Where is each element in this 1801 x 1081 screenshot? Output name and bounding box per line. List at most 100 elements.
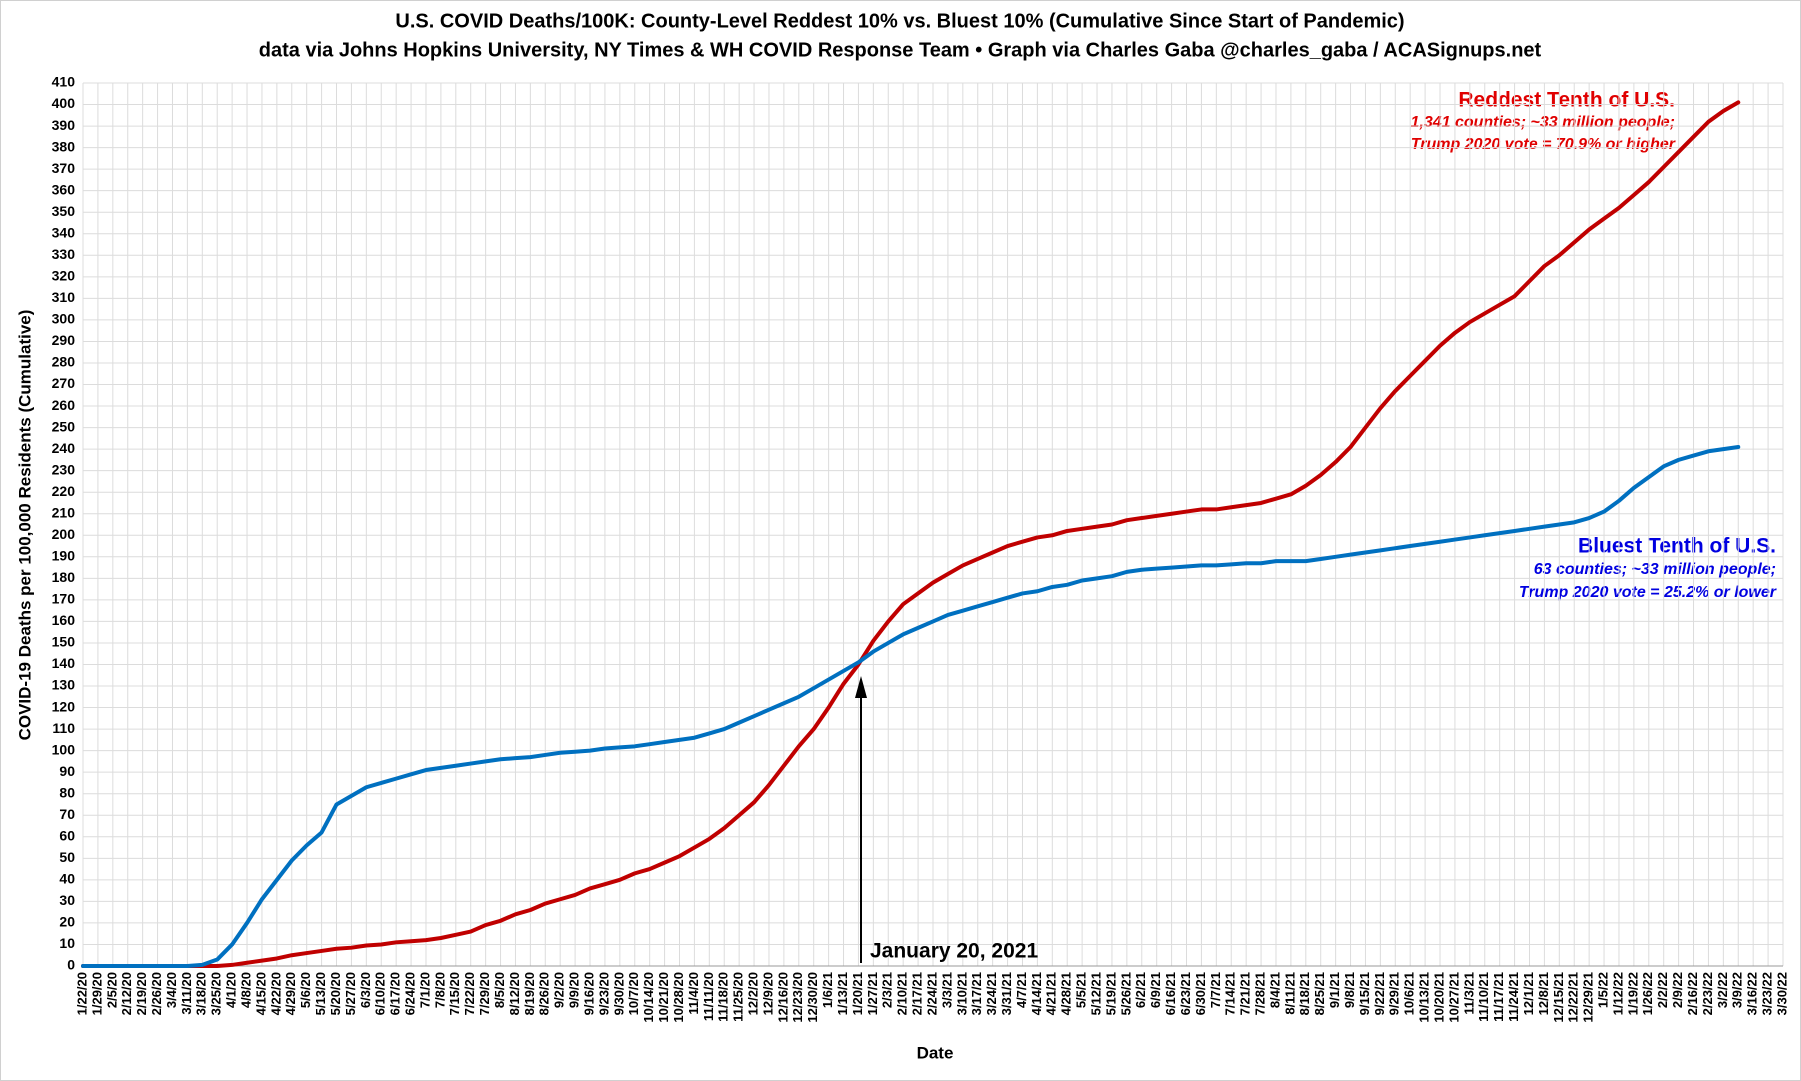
x-tick-label: 7/15/20	[447, 972, 462, 1015]
y-tick-label: 70	[59, 806, 75, 822]
x-tick-label: 11/25/20	[731, 972, 746, 1022]
x-tick-label: 7/8/20	[432, 972, 447, 1008]
y-tick-label: 390	[52, 117, 76, 133]
x-tick-label: 11/17/21	[1491, 972, 1506, 1022]
x-tick-label: 12/23/20	[790, 972, 805, 1023]
x-tick-label: 9/8/21	[1342, 972, 1357, 1008]
x-tick-label: 9/9/20	[567, 972, 582, 1008]
y-tick-label: 190	[52, 548, 76, 564]
y-tick-label: 210	[52, 504, 76, 520]
y-tick-label: 120	[52, 698, 76, 714]
x-tick-label: 7/21/21	[1238, 972, 1253, 1015]
series-line	[81, 100, 1741, 968]
x-tick-label: 12/2/20	[745, 972, 760, 1015]
x-tick-label: 9/29/21	[1387, 972, 1402, 1015]
x-tick-label: 12/15/21	[1551, 972, 1566, 1023]
x-tick-label: 7/1/20	[417, 972, 432, 1008]
y-tick-label: 280	[52, 354, 76, 370]
x-tick-label: 2/3/21	[880, 972, 895, 1008]
x-tick-label: 3/16/22	[1745, 972, 1760, 1015]
x-tick-label: 3/25/20	[209, 972, 224, 1015]
x-tick-label: 12/22/21	[1566, 972, 1581, 1023]
x-tick-label: 5/12/21	[1088, 972, 1103, 1015]
y-tick-label: 320	[52, 268, 76, 284]
x-tick-label: 5/13/20	[313, 972, 328, 1015]
x-tick-label: 2/17/21	[910, 972, 925, 1015]
red-note: Trump 2020 vote = 70.9% or higher	[1411, 136, 1676, 153]
x-tick-label: 9/30/20	[611, 972, 626, 1015]
x-tick-label: 2/2/22	[1655, 972, 1670, 1008]
x-tick-label: 3/3/21	[939, 972, 954, 1008]
x-tick-label: 10/21/20	[656, 972, 671, 1023]
x-tick-label: 10/27/21	[1446, 972, 1461, 1023]
x-tick-label: 12/16/20	[775, 972, 790, 1023]
x-tick-label: 3/2/22	[1715, 972, 1730, 1008]
chart-title: U.S. COVID Deaths/100K: County-Level Red…	[395, 10, 1404, 32]
x-tick-label: 6/16/21	[1163, 972, 1178, 1015]
series-line	[81, 444, 1741, 968]
x-tick-label: 7/28/21	[1253, 972, 1268, 1015]
y-axis-label: COVID-19 Deaths per 100,000 Residents (C…	[15, 310, 34, 741]
x-tick-label: 5/6/20	[298, 972, 313, 1008]
x-tick-label: 2/16/22	[1685, 972, 1700, 1015]
y-tick-label: 200	[52, 526, 76, 542]
y-tick-label: 0	[67, 957, 75, 973]
x-tick-label: 11/18/20	[716, 972, 731, 1022]
x-axis-label: Date	[917, 1043, 954, 1062]
x-tick-label: 11/10/21	[1476, 972, 1491, 1022]
x-tick-label: 4/7/21	[1014, 972, 1029, 1008]
y-tick-label: 60	[59, 827, 75, 843]
x-tick-label: 5/20/20	[328, 972, 343, 1015]
x-tick-label: 3/17/21	[969, 972, 984, 1015]
x-tick-label: 10/13/21	[1417, 972, 1432, 1023]
red-label: Reddest Tenth of U.S.	[1458, 89, 1675, 112]
x-tick-label: 4/21/21	[1044, 972, 1059, 1015]
x-tick-label: 12/30/20	[805, 972, 820, 1023]
arrow-label: January 20, 2021	[870, 940, 1038, 963]
x-tick-label: 3/4/20	[164, 972, 179, 1008]
x-tick-label: 7/7/21	[1208, 972, 1223, 1008]
x-tick-label: 8/25/21	[1312, 972, 1327, 1015]
x-tick-label: 12/8/21	[1536, 972, 1551, 1015]
y-tick-label: 90	[59, 763, 75, 779]
x-tick-label: 12/9/20	[760, 972, 775, 1015]
x-tick-label: 8/26/20	[537, 972, 552, 1015]
y-tick-label: 170	[52, 591, 76, 607]
x-tick-label: 8/4/21	[1267, 972, 1282, 1008]
y-tick-label: 350	[52, 203, 76, 219]
x-tick-label: 6/9/21	[1148, 972, 1163, 1008]
x-tick-label: 4/22/20	[268, 972, 283, 1015]
x-tick-label: 9/2/20	[552, 972, 567, 1008]
y-tick-label: 130	[52, 677, 76, 693]
y-tick-label: 50	[59, 849, 75, 865]
x-tick-label: 4/28/21	[1059, 972, 1074, 1015]
x-tick-label: 3/23/22	[1760, 972, 1775, 1015]
y-tick-label: 110	[52, 720, 75, 736]
x-tick-label: 1/27/21	[865, 972, 880, 1015]
x-tick-label: 10/7/20	[626, 972, 641, 1015]
x-tick-label: 4/1/20	[224, 972, 239, 1008]
x-tick-label: 8/11/21	[1282, 972, 1297, 1015]
y-tick-label: 180	[52, 569, 76, 585]
arrow-head	[855, 676, 867, 698]
x-tick-label: 2/9/22	[1670, 972, 1685, 1008]
x-tick-label: 10/6/21	[1402, 972, 1417, 1015]
y-tick-label: 250	[52, 418, 76, 434]
y-tick-label: 400	[52, 95, 76, 111]
x-tick-label: 6/3/20	[358, 972, 373, 1008]
y-tick-label: 290	[52, 332, 76, 348]
x-tick-label: 5/5/21	[1074, 972, 1089, 1008]
x-tick-label: 6/10/20	[373, 972, 388, 1015]
x-tick-label: 7/14/21	[1223, 972, 1238, 1015]
x-tick-label: 1/6/21	[820, 972, 835, 1008]
y-tick-label: 160	[52, 612, 76, 628]
y-tick-label: 330	[52, 246, 76, 262]
y-tick-label: 270	[52, 375, 76, 391]
y-tick-label: 360	[52, 181, 76, 197]
y-tick-label: 380	[52, 138, 76, 154]
x-tick-label: 6/30/21	[1193, 972, 1208, 1015]
x-tick-label: 5/27/20	[343, 972, 358, 1015]
y-tick-label: 150	[52, 634, 76, 650]
